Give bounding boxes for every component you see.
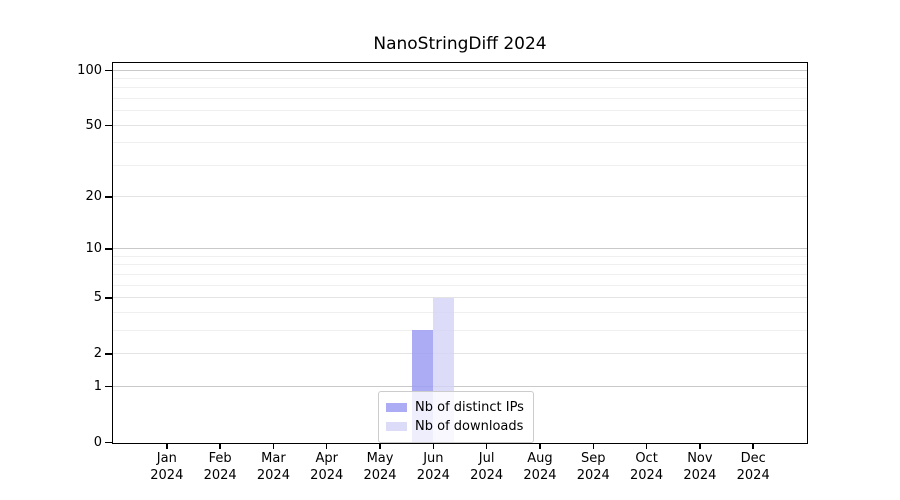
x-tick-mark [166, 444, 168, 449]
x-tick-label: Jun 2024 [401, 450, 465, 484]
x-tick-month: Oct [635, 451, 658, 466]
y-tick-label: 50 [85, 117, 102, 133]
x-tick-label: Jul 2024 [455, 450, 519, 484]
x-tick-year: 2024 [256, 468, 290, 483]
x-tick-year: 2024 [523, 468, 557, 483]
gridline [113, 164, 807, 166]
gridline [113, 284, 807, 286]
y-tick-label: 20 [85, 189, 102, 205]
x-tick-mark [645, 444, 648, 449]
y-tick-label: 100 [77, 62, 102, 78]
x-tick-month: Feb [208, 451, 232, 466]
y-tick-mark [105, 353, 112, 355]
x-tick-year: 2024 [470, 468, 504, 483]
x-tick-month: Dec [740, 451, 766, 466]
x-tick-year: 2024 [736, 468, 770, 483]
x-tick-label: Feb 2024 [188, 450, 252, 484]
y-tick-mark [105, 69, 112, 72]
gridline [113, 97, 807, 99]
gridline [113, 142, 807, 144]
x-tick-mark [592, 444, 595, 449]
x-tick-month: Jan [156, 451, 177, 466]
x-tick-year: 2024 [203, 468, 237, 483]
gridline [113, 297, 807, 299]
x-tick-label: Sep 2024 [561, 450, 625, 484]
x-tick-label: Jan 2024 [135, 450, 199, 484]
x-tick-year: 2024 [630, 468, 664, 483]
gridline [113, 273, 807, 275]
gridline [113, 69, 807, 71]
y-tick-label: 0 [93, 434, 102, 450]
x-tick-label: Aug 2024 [508, 450, 572, 484]
y-tick-mark [105, 297, 112, 299]
x-tick-mark [219, 444, 221, 449]
y-tick-label: 5 [93, 290, 102, 306]
gridline [113, 255, 807, 257]
x-tick-year: 2024 [576, 468, 610, 483]
gridline [113, 311, 807, 313]
legend-item-distinct-ips: Nb of distinct IPs [386, 398, 524, 417]
x-tick-year: 2024 [363, 468, 397, 483]
legend-label-downloads: Nb of downloads [415, 419, 524, 434]
y-tick-mark [105, 248, 112, 250]
y-tick-label: 2 [93, 345, 102, 361]
x-tick-mark [539, 444, 541, 449]
x-tick-year: 2024 [150, 468, 184, 483]
gridline [113, 110, 807, 112]
x-tick-label: Dec 2024 [721, 450, 785, 484]
gridline [113, 77, 807, 79]
x-tick-month: Aug [527, 451, 553, 466]
gridline [113, 196, 807, 198]
x-tick-label: Oct 2024 [615, 450, 679, 484]
x-tick-label: Nov 2024 [668, 450, 732, 484]
x-tick-month: May [366, 451, 394, 466]
x-tick-year: 2024 [683, 468, 717, 483]
x-tick-month: Jul [478, 451, 495, 466]
x-tick-mark [432, 444, 435, 449]
x-tick-month: Apr [315, 451, 338, 466]
legend-item-downloads: Nb of downloads [386, 417, 524, 436]
x-tick-label: Mar 2024 [241, 450, 305, 484]
gridline [113, 248, 807, 250]
x-tick-mark [752, 444, 754, 449]
x-tick-mark [485, 444, 488, 449]
legend-label-distinct-ips: Nb of distinct IPs [415, 400, 524, 415]
x-tick-month: Nov [687, 451, 713, 466]
x-tick-month: Sep [581, 451, 606, 466]
x-tick-month: Mar [261, 451, 286, 466]
gridline [113, 87, 807, 89]
gridline [113, 385, 807, 387]
gridline [113, 352, 807, 354]
gridline [113, 264, 807, 266]
y-tick-mark [105, 441, 112, 444]
y-tick-label: 1 [93, 378, 102, 394]
legend-swatch-downloads [386, 422, 407, 431]
x-tick-mark [325, 444, 328, 449]
y-tick-mark [105, 196, 112, 198]
y-tick-mark [105, 124, 112, 127]
x-tick-mark [272, 444, 275, 449]
plot-area: Nb of distinct IPs Nb of downloads [112, 62, 808, 444]
chart-title: NanoStringDiff 2024 [373, 34, 547, 54]
x-tick-label: May 2024 [348, 450, 412, 484]
y-tick-mark [105, 385, 112, 388]
y-tick-label: 10 [85, 241, 102, 257]
x-tick-mark [699, 444, 701, 449]
x-tick-month: Jun [423, 451, 444, 466]
x-tick-year: 2024 [416, 468, 450, 483]
x-tick-year: 2024 [310, 468, 344, 483]
gridline [113, 124, 807, 126]
x-tick-label: Apr 2024 [295, 450, 359, 484]
x-tick-mark [379, 444, 381, 449]
legend-swatch-distinct-ips [386, 403, 407, 412]
legend: Nb of distinct IPs Nb of downloads [378, 391, 534, 443]
gridline [113, 329, 807, 331]
